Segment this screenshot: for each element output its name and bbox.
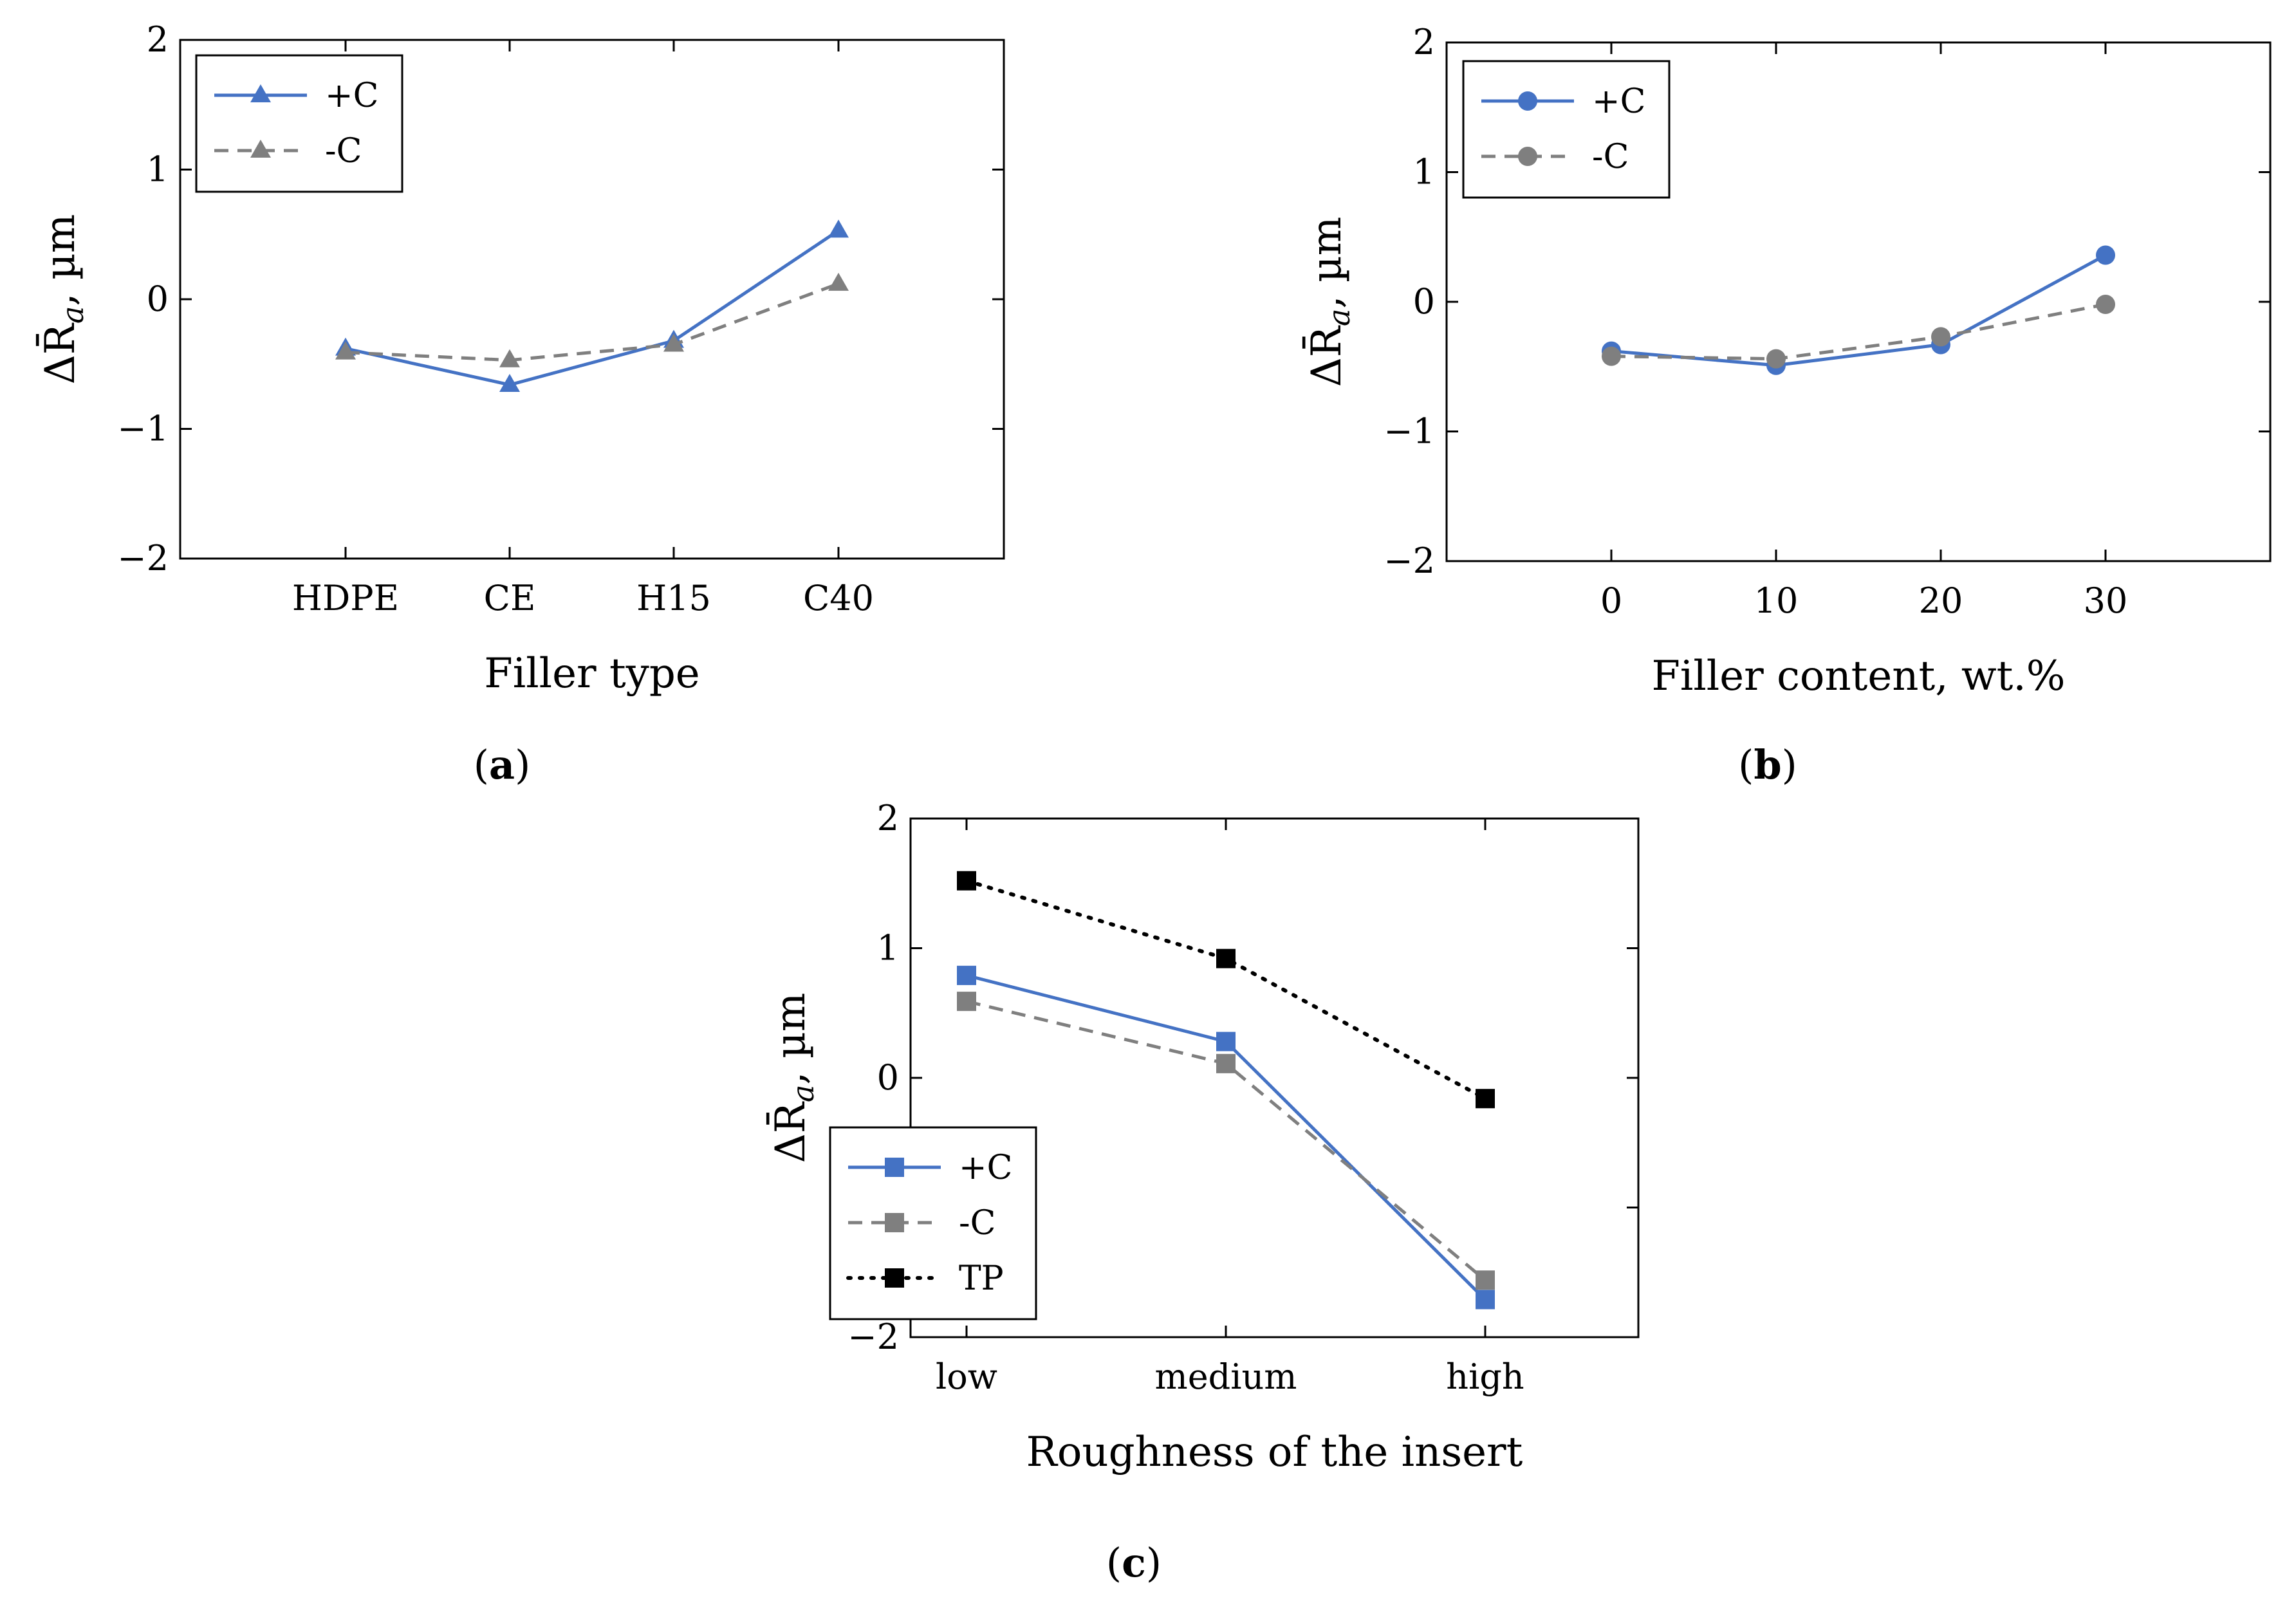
y-axis-label: ΔR̄a, µm (1302, 217, 1356, 387)
y-tick-label: 2 (147, 19, 169, 60)
y-tick-label: 0 (147, 279, 169, 319)
legend-marker (885, 1213, 904, 1232)
series-line-+C (1611, 254, 2107, 367)
x-tick-label: medium (1155, 1356, 1297, 1397)
panel-caption: (a) (474, 741, 531, 788)
data-point (1766, 349, 1786, 369)
data-point (957, 992, 976, 1012)
data-point (663, 333, 684, 352)
legend-marker (885, 1158, 904, 1177)
data-point (1216, 949, 1236, 968)
data-point (1931, 327, 1950, 347)
data-point (1216, 1032, 1236, 1051)
legend: +C -C (1462, 60, 1671, 199)
x-tick-label: low (936, 1356, 997, 1397)
data-point (1476, 1089, 1495, 1109)
y-tick-label: −1 (1384, 411, 1435, 452)
y-tick-label: 2 (1413, 22, 1435, 62)
data-point (2096, 295, 2115, 315)
y-tick-label: −2 (1384, 541, 1435, 581)
x-tick-label: C40 (803, 578, 874, 618)
legend-label: -C (325, 132, 362, 171)
x-axis-label: Filler content, wt.% (1651, 652, 2065, 700)
series-line--C (345, 282, 839, 362)
x-tick-label: HDPE (292, 578, 399, 618)
legend-label: +C (325, 77, 378, 115)
y-tick-label: 0 (1413, 281, 1435, 322)
legend-label: -C (959, 1204, 995, 1243)
legend-box (1462, 60, 1671, 199)
x-tick-label: 20 (1919, 580, 1963, 621)
chart-panel-c: −2−1012lowmediumhighRoughness of the ins… (766, 798, 1640, 1586)
y-axis-label: ΔR̄a, µm (766, 993, 820, 1163)
panel-caption: (b) (1738, 741, 1797, 788)
legend-box (829, 1126, 1037, 1320)
legend-marker (250, 140, 271, 158)
data-point (2096, 245, 2115, 265)
legend: +C -C (195, 54, 403, 193)
y-tick-label: −2 (117, 538, 169, 578)
y-tick-label: 1 (147, 149, 169, 190)
x-axis-label: Roughness of the insert (1026, 1429, 1523, 1476)
data-point (1476, 1290, 1495, 1309)
x-tick-label: CE (484, 578, 536, 618)
data-point (957, 965, 976, 985)
legend-label: TP (959, 1259, 1004, 1298)
legend-label: -C (1592, 138, 1629, 176)
data-point (499, 373, 520, 392)
legend-label: +C (1592, 82, 1645, 121)
legend-marker (1518, 91, 1537, 111)
legend-marker (1518, 147, 1537, 166)
y-tick-label: −2 (847, 1317, 899, 1357)
y-tick-label: 1 (1413, 152, 1435, 192)
x-tick-label: high (1446, 1356, 1524, 1397)
legend-label: +C (959, 1149, 1012, 1187)
data-point (499, 349, 520, 367)
legend-marker (885, 1268, 904, 1288)
data-point (1216, 1053, 1236, 1073)
data-point (828, 272, 849, 291)
legend: +C -C TP (829, 1126, 1037, 1320)
x-tick-label: H15 (636, 578, 711, 618)
x-tick-label: 30 (2084, 580, 2128, 621)
y-axis-label: ΔR̄a, µm (35, 214, 90, 385)
x-axis-label: Filler type (484, 650, 699, 698)
x-tick-label: 10 (1754, 580, 1799, 621)
y-tick-label: 2 (877, 798, 899, 838)
data-point (957, 871, 976, 891)
data-point (1476, 1270, 1495, 1290)
data-point (828, 219, 849, 238)
y-tick-label: 0 (877, 1057, 899, 1098)
panel-caption: (c) (1106, 1539, 1162, 1586)
series-line-+C (345, 229, 840, 387)
series-line--C (1611, 302, 2106, 361)
y-tick-label: 1 (877, 928, 899, 968)
legend-box (195, 54, 403, 193)
legend-marker (250, 84, 271, 102)
data-point (1602, 346, 1621, 366)
x-tick-label: 0 (1600, 580, 1622, 621)
data-point (335, 341, 356, 360)
chart-panel-a: −2 −1 0 1 2 HDPE CE H15 C40 Filler type ΔR̄a, µm +C… (35, 19, 1005, 788)
y-tick-label: −1 (117, 409, 169, 449)
series-line-+C (966, 974, 1486, 1301)
